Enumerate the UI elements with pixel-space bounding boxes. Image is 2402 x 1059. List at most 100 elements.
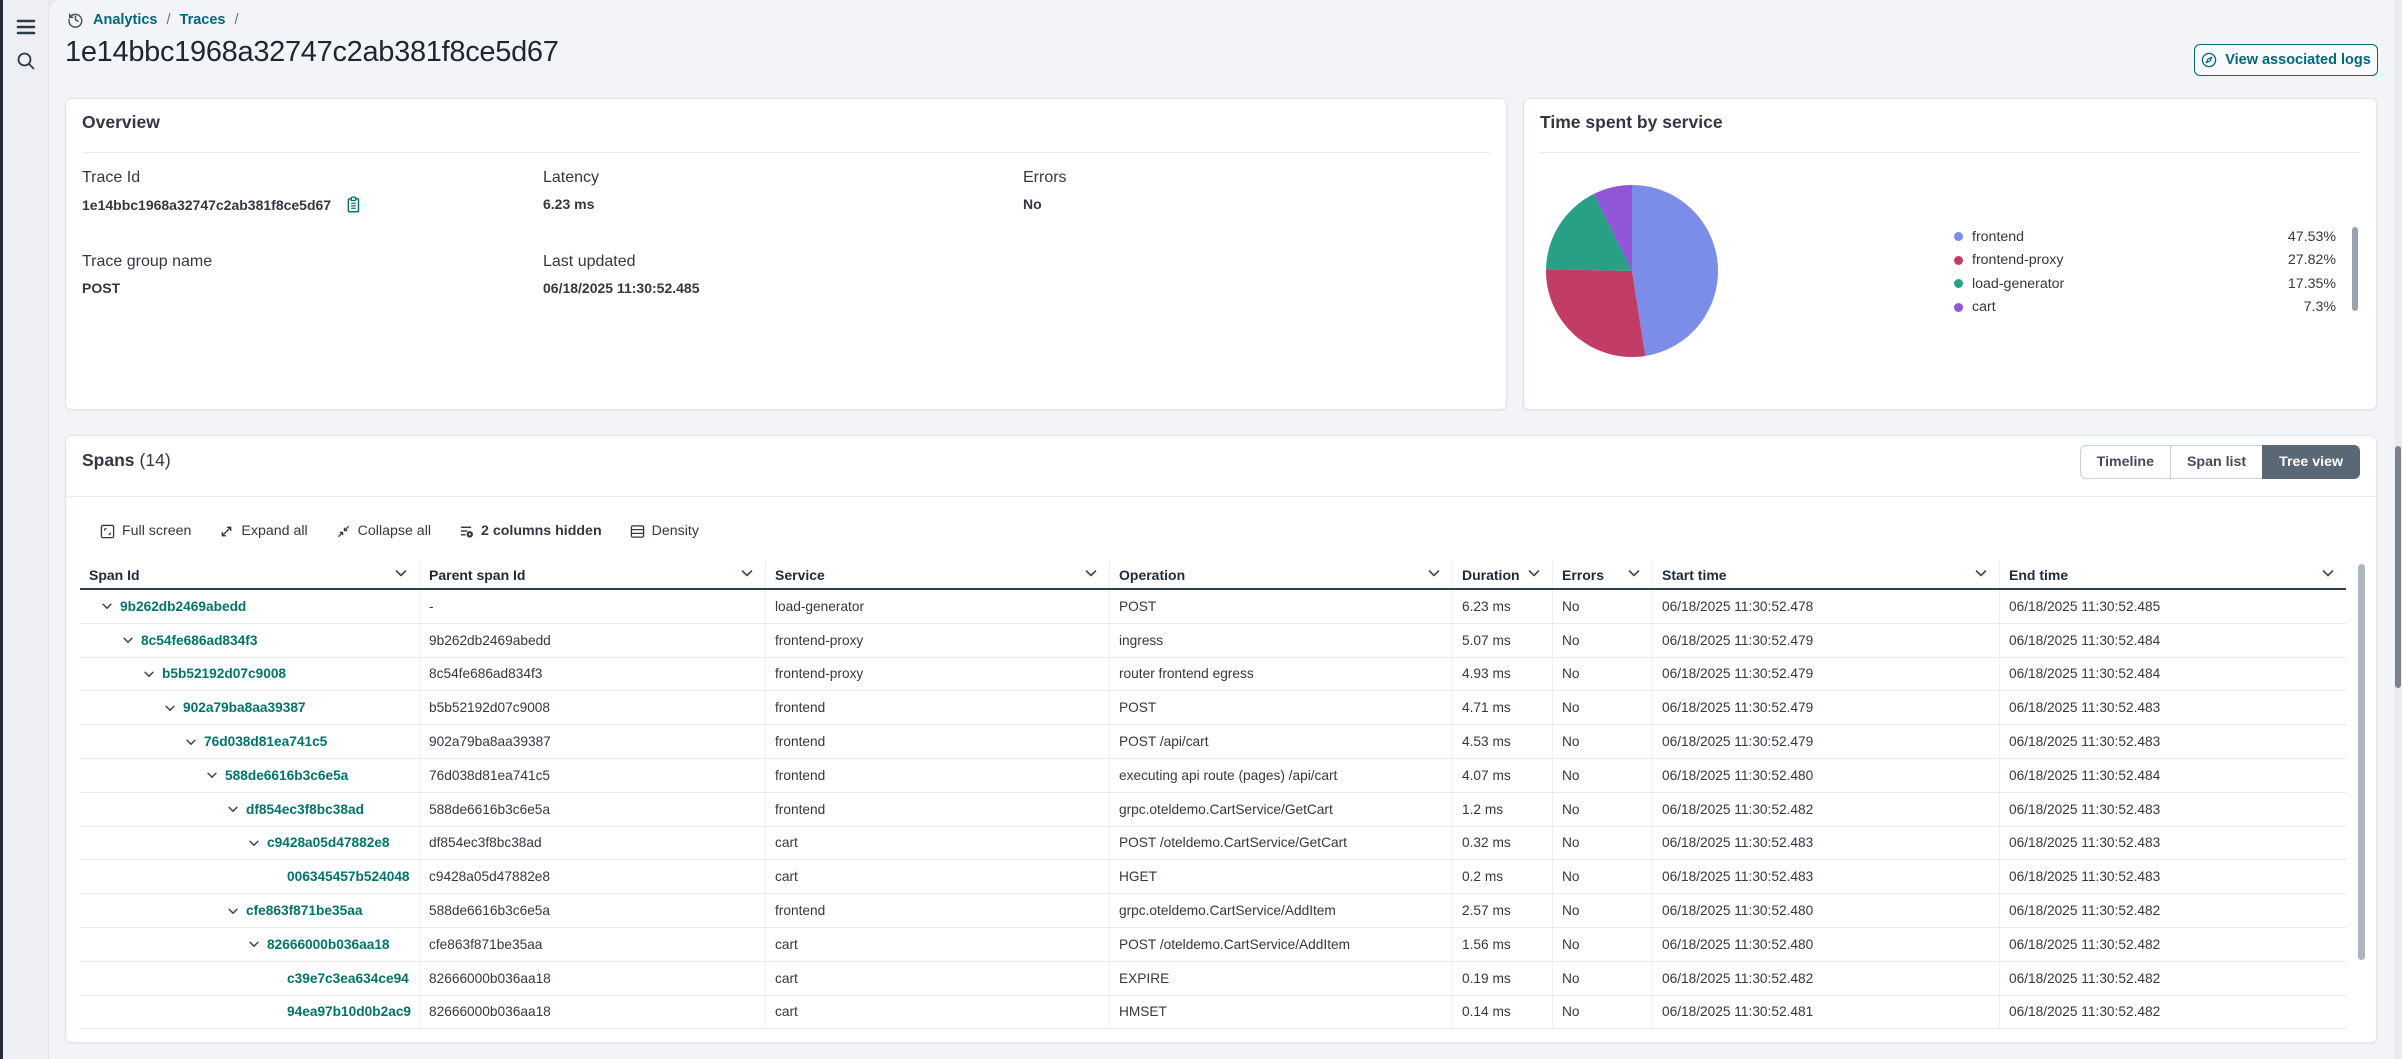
full-screen-button[interactable]: Full screen: [100, 523, 191, 539]
parent-span-id-cell: 76d038d81ea741c5: [419, 758, 765, 792]
legend-dot: [1954, 279, 1963, 289]
start-time-cell: 06/18/2025 11:30:52.482: [1652, 792, 1999, 826]
legend-item-frontend[interactable]: frontend 47.53%: [1954, 225, 2336, 249]
errors-cell: No: [1552, 961, 1652, 995]
tab-tree-view[interactable]: Tree view: [2262, 445, 2360, 479]
breadcrumb-analytics[interactable]: Analytics: [93, 11, 158, 28]
field-trace-group-name: Trace group name POST: [82, 253, 213, 296]
service-cell: frontend: [765, 792, 1109, 826]
column-actions-chevron-icon[interactable]: [393, 565, 409, 584]
duration-cell: 0.19 ms: [1452, 961, 1552, 995]
span-id-cell: c9428a05d47882e8: [80, 827, 419, 860]
legend-item-load-generator[interactable]: load-generator 17.35%: [1954, 272, 2336, 296]
density-button[interactable]: Density: [630, 523, 699, 539]
page-scrollbar-thumb[interactable]: [2395, 446, 2401, 688]
pie-slice-cart[interactable]: [1593, 185, 1632, 271]
span-id-link[interactable]: c9428a05d47882e8: [267, 835, 390, 851]
service-cell: frontend: [765, 725, 1109, 758]
columns-hidden-button[interactable]: 2 columns hidden: [459, 523, 602, 539]
search-icon[interactable]: [13, 48, 39, 74]
table-scrollbar[interactable]: [2358, 564, 2365, 960]
span-id-cell: 82666000b036aa18: [80, 928, 419, 961]
service-cell: load-generator: [765, 590, 1109, 623]
column-header-parent-span-id[interactable]: Parent span Id: [419, 561, 765, 588]
legend-item-frontend-proxy[interactable]: frontend-proxy 27.82%: [1954, 249, 2336, 273]
errors-cell: No: [1552, 691, 1652, 725]
column-actions-chevron-icon[interactable]: [1083, 565, 1099, 584]
span-id-link[interactable]: 82666000b036aa18: [267, 936, 390, 952]
column-header-operation[interactable]: Operation: [1109, 561, 1452, 588]
span-id-link[interactable]: df854ec3f8bc38ad: [246, 801, 364, 817]
tab-span-list[interactable]: Span list: [2169, 445, 2264, 479]
spans-table: Span Id Parent span Id Service Operation Dur…: [80, 561, 2346, 1030]
column-header-start-time[interactable]: Start time: [1652, 561, 1999, 588]
column-header-errors[interactable]: Errors: [1552, 561, 1652, 588]
column-actions-chevron-icon[interactable]: [1973, 565, 1989, 584]
table-row: c9428a05d47882e8 df854ec3f8bc38ad cart POST…: [80, 826, 2346, 861]
page-scrollbar[interactable]: [2394, 0, 2402, 1059]
errors-cell: No: [1552, 792, 1652, 826]
operation-cell: POST: [1109, 590, 1452, 623]
row-expand-chevron-icon[interactable]: [247, 937, 261, 951]
column-actions-chevron-icon[interactable]: [739, 565, 755, 584]
table-row: cfe863f871be35aa 588de6616b3c6e5a frontend…: [80, 894, 2346, 928]
span-id-link[interactable]: b5b52192d07c9008: [162, 666, 287, 682]
span-id-link[interactable]: 9b262db2469abedd: [120, 598, 247, 614]
legend-scrollbar[interactable]: [2352, 227, 2358, 311]
tab-timeline[interactable]: Timeline: [2079, 445, 2171, 479]
copy-trace-id-icon[interactable]: [345, 196, 363, 214]
column-header-span-id[interactable]: Span Id: [80, 561, 419, 588]
span-id-link[interactable]: 8c54fe686ad834f3: [141, 632, 258, 648]
collapse-all-button[interactable]: Collapse all: [336, 523, 431, 539]
column-actions-chevron-icon[interactable]: [1626, 565, 1642, 584]
span-id-link[interactable]: cfe863f871be35aa: [246, 903, 363, 919]
expand-all-button[interactable]: Expand all: [219, 523, 308, 539]
parent-span-id-cell: 902a79ba8aa39387: [419, 725, 765, 758]
row-expand-chevron-icon[interactable]: [142, 667, 156, 681]
menu-hamburger-icon[interactable]: [13, 14, 39, 40]
duration-cell: 1.56 ms: [1452, 927, 1552, 961]
field-errors: Errors No: [1023, 169, 1067, 212]
span-id-link[interactable]: 76d038d81ea741c5: [204, 734, 328, 750]
pie-legend: frontend 47.53% frontend-proxy 27.82% load-g…: [1954, 225, 2336, 319]
column-header-duration[interactable]: Duration: [1452, 561, 1552, 588]
span-id-link[interactable]: 006345457b524048: [287, 869, 410, 885]
row-expand-chevron-icon[interactable]: [226, 904, 240, 918]
span-id-link[interactable]: 902a79ba8aa39387: [183, 700, 306, 716]
grid-toolbar: Full screen Expand all Collapse all 2 co…: [100, 520, 699, 542]
row-expand-chevron-icon[interactable]: [247, 836, 261, 850]
field-last-updated: Last updated 06/18/2025 11:30:52.485: [543, 253, 700, 296]
service-cell: frontend: [765, 691, 1109, 725]
pie-slice-frontend-proxy[interactable]: [1546, 269, 1646, 357]
column-header-service[interactable]: Service: [765, 561, 1109, 588]
duration-cell: 4.71 ms: [1452, 691, 1552, 725]
row-expand-chevron-icon[interactable]: [205, 768, 219, 782]
row-expand-chevron-icon[interactable]: [121, 633, 135, 647]
span-id-link[interactable]: 94ea97b10d0b2ac9: [287, 1004, 412, 1020]
table-row: b5b52192d07c9008 8c54fe686ad834f3 frontend…: [80, 657, 2346, 692]
span-view-switcher: Timeline Span list Tree view: [2079, 445, 2360, 479]
pie-slice-frontend[interactable]: [1632, 185, 1718, 356]
row-expand-chevron-icon[interactable]: [226, 802, 240, 816]
span-id-link[interactable]: c39e7c3ea634ce94: [287, 970, 409, 986]
service-cell: cart: [765, 826, 1109, 860]
table-row: df854ec3f8bc38ad 588de6616b3c6e5a frontend…: [80, 792, 2346, 827]
row-expand-chevron-icon[interactable]: [163, 701, 177, 715]
view-associated-logs-button[interactable]: View associated logs: [2194, 44, 2378, 76]
errors-cell: No: [1552, 927, 1652, 961]
breadcrumb-traces[interactable]: Traces: [179, 11, 226, 28]
row-expand-chevron-icon[interactable]: [184, 735, 198, 749]
column-actions-chevron-icon[interactable]: [1526, 565, 1542, 584]
column-actions-chevron-icon[interactable]: [2320, 565, 2336, 584]
span-id-cell: c39e7c3ea634ce94: [80, 962, 419, 995]
pie-slice-load-generator[interactable]: [1546, 193, 1632, 271]
column-header-end-time[interactable]: End time: [1999, 561, 2346, 588]
column-actions-chevron-icon[interactable]: [1426, 565, 1442, 584]
duration-cell: 5.07 ms: [1452, 623, 1552, 657]
legend-item-cart[interactable]: cart 7.3%: [1954, 296, 2336, 320]
history-icon: [67, 11, 84, 28]
row-expand-chevron-icon[interactable]: [100, 599, 114, 613]
span-id-link[interactable]: 588de6616b3c6e5a: [225, 767, 349, 783]
span-id-cell: cfe863f871be35aa: [80, 894, 419, 927]
parent-span-id-cell: cfe863f871be35aa: [419, 927, 765, 961]
